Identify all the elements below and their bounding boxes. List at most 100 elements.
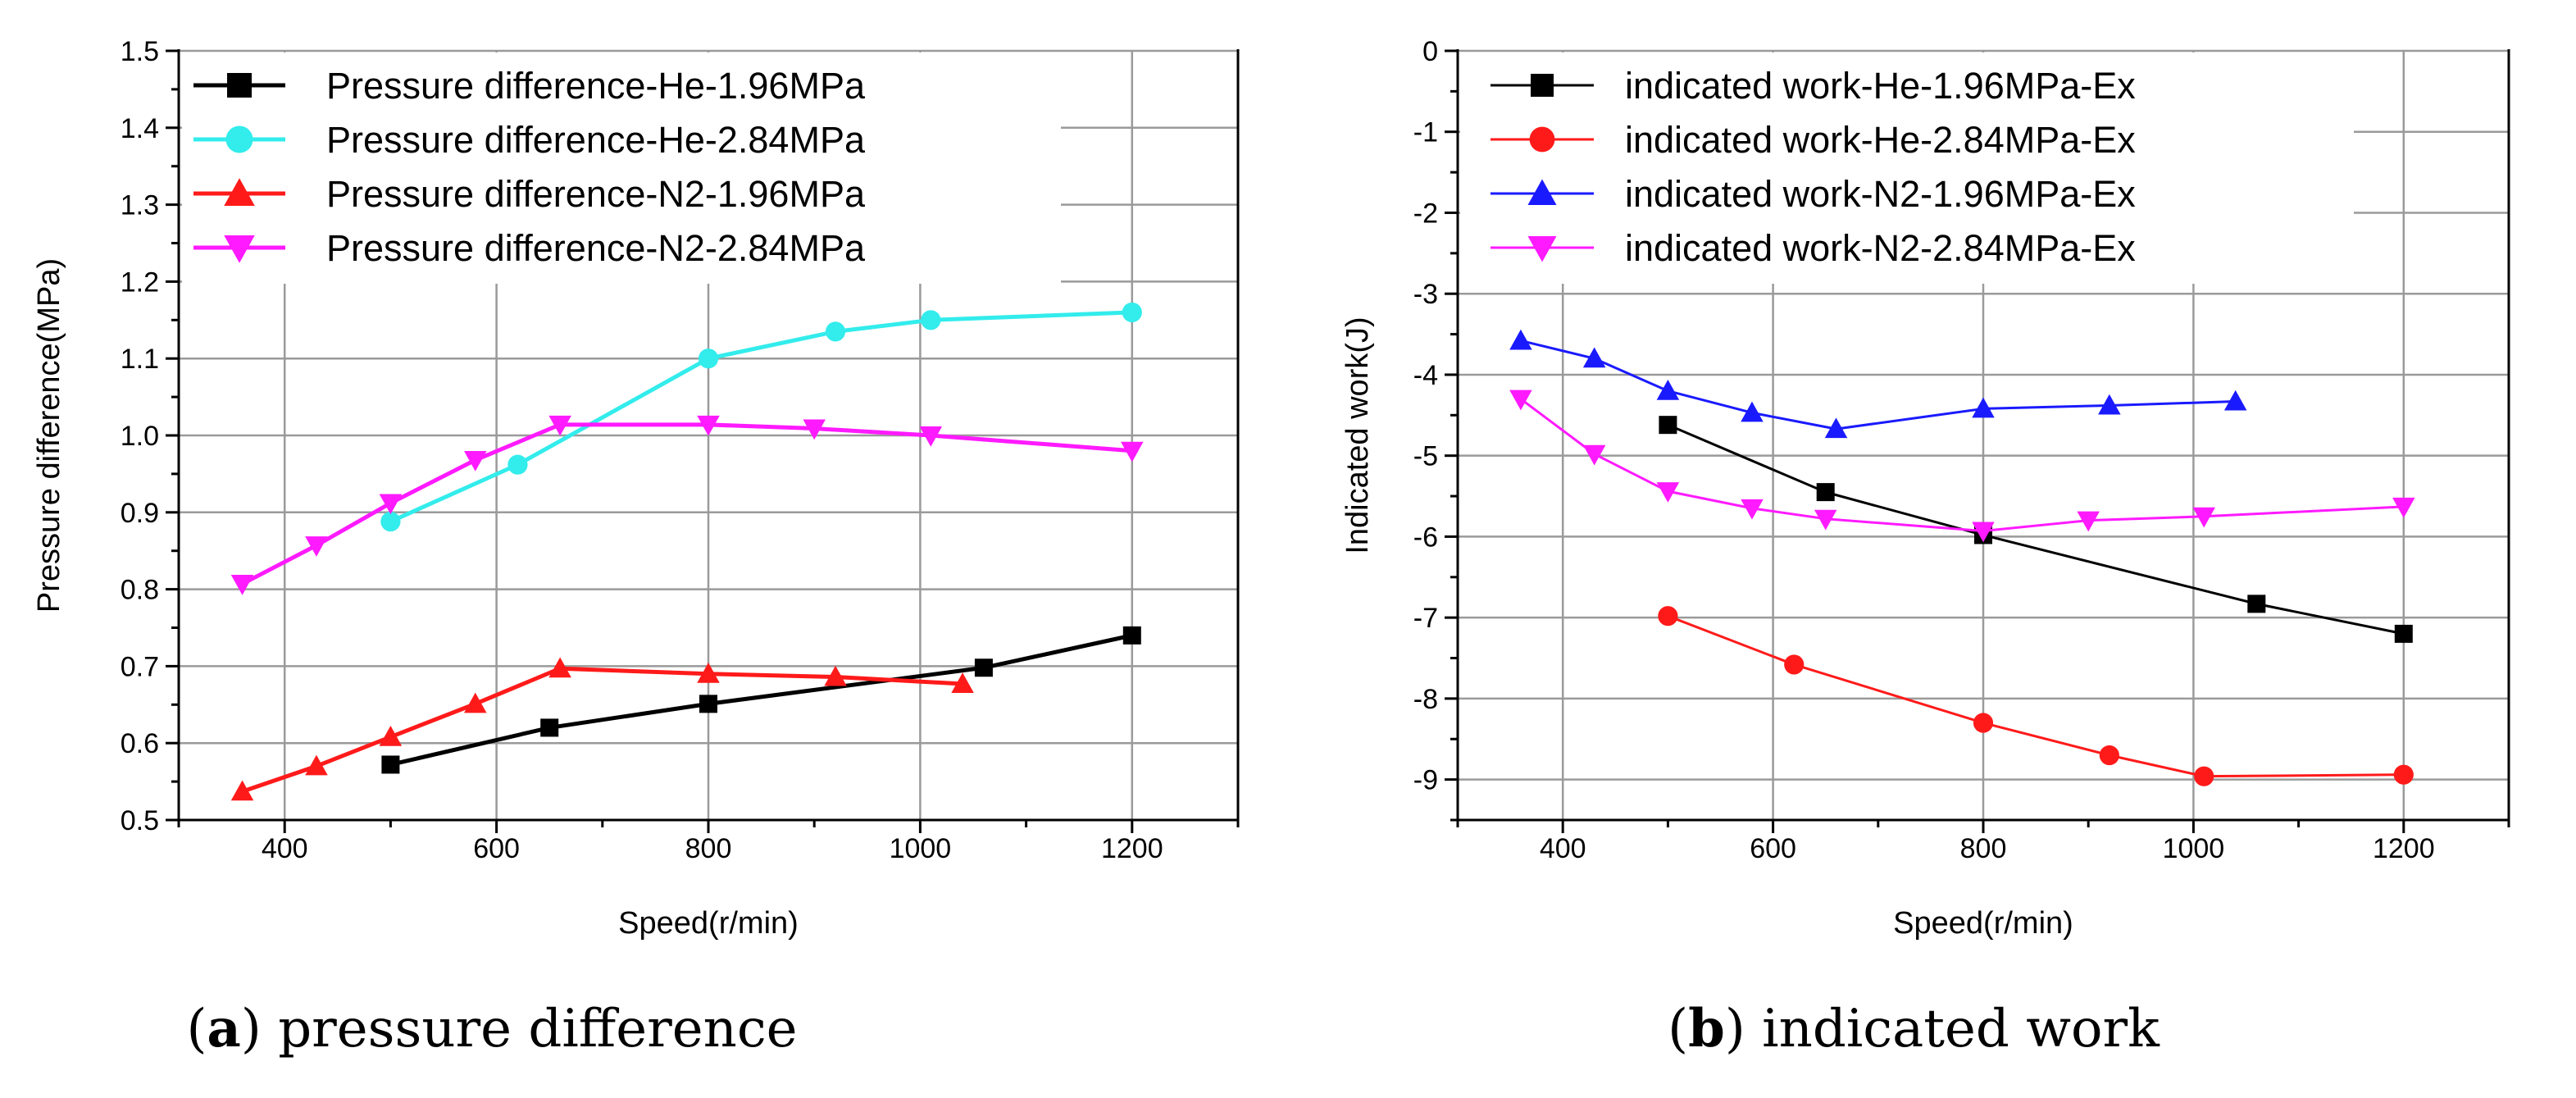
series-indicated-work-n2-1-96mpa-ex [1509, 329, 2247, 439]
work-xtick-label: 800 [1960, 833, 2007, 864]
legend-label: indicated work-N2-1.96MPa-Ex [1625, 173, 2136, 215]
pressure-ytick-label: 1.3 [121, 190, 159, 221]
data-point [2077, 511, 2100, 532]
pressure-difference-chart: 400 600 800 1000 1200 0.5 0.6 0.7 0.8 0.9 1.0 1.1 1.… [32, 36, 1240, 941]
data-point [697, 415, 720, 436]
data-point [1824, 417, 1848, 439]
pressure-legend: Pressure difference-He-1.96MPa Pressure d… [182, 52, 1061, 284]
series-line-indicated-work-he-2-84mpa-ex [1667, 614, 2404, 778]
work-ytick-label: 0 [1422, 36, 1438, 67]
data-point [1509, 329, 1532, 350]
series-line-indicated-work-n2-2-84mpa-ex [1520, 398, 2404, 533]
data-point [548, 657, 571, 678]
data-point [1814, 509, 1837, 531]
work-ytick-label: -9 [1413, 765, 1438, 796]
legend-swatch-marker [225, 125, 253, 153]
work-xtick-label: 400 [1540, 833, 1586, 864]
data-point [825, 321, 846, 342]
data-point [1741, 401, 1764, 422]
legend-item: Pressure difference-He-1.96MPa [193, 65, 866, 107]
work-ytick-label: -3 [1413, 279, 1438, 310]
pressure-ytick-label: 0.9 [121, 498, 159, 529]
series-indicated-work-he-2-84mpa-ex [1658, 606, 2414, 786]
work-xtick-label: 1200 [2373, 833, 2435, 864]
data-point [2194, 766, 2214, 786]
data-point [921, 310, 941, 330]
legend-label: Pressure difference-He-1.96MPa [326, 65, 866, 107]
work-legend: indicated work-He-1.96MPa-Ex indicated wo… [1460, 52, 2354, 284]
legend-swatch-marker [224, 235, 255, 263]
data-point [1122, 626, 1141, 645]
legend-label: Pressure difference-He-2.84MPa [326, 119, 866, 161]
pressure-x-axis-title: Speed(r/min) [618, 906, 799, 941]
caption-b-close: ) [1725, 999, 1745, 1059]
data-point [230, 780, 254, 801]
pressure-xtick-label: 800 [685, 833, 732, 864]
work-xtick-label: 600 [1750, 833, 1796, 864]
data-point [1972, 397, 1995, 418]
legend-label: Pressure difference-N2-2.84MPa [326, 227, 866, 269]
data-point [698, 349, 719, 369]
data-point [2223, 390, 2247, 411]
series-indicated-work-he-1-96mpa-ex [1659, 416, 2413, 643]
work-ytick-label: -6 [1413, 522, 1438, 553]
data-point [1656, 379, 1680, 400]
pressure-legend-background [182, 52, 1061, 284]
legend-swatch-marker [224, 178, 255, 206]
legend-item: indicated work-He-1.96MPa-Ex [1491, 65, 2136, 107]
work-x-axis-title: Speed(r/min) [1893, 906, 2073, 941]
pressure-ytick-label: 0.6 [121, 728, 159, 759]
data-point [1509, 390, 1532, 411]
legend-item: Pressure difference-He-2.84MPa [193, 119, 866, 161]
caption-b: (b) indicated work [1668, 998, 2160, 1059]
legend-label: indicated work-He-2.84MPa-Ex [1625, 119, 2136, 161]
indicated-work-chart: 400 600 800 1000 1200 0 -1 -2 -3 -4 -5 -6 -7 -8 -9 Spee… [1340, 36, 2510, 941]
data-point [2192, 507, 2215, 528]
pressure-ytick-label: 0.7 [121, 651, 159, 682]
work-ytick-label: -1 [1413, 117, 1438, 148]
pressure-ytick-label: 1.4 [121, 113, 159, 144]
legend-item: Pressure difference-N2-1.96MPa [193, 173, 866, 215]
data-point [379, 725, 403, 746]
data-point [951, 672, 974, 693]
caption-a: (a) pressure difference [186, 998, 797, 1059]
data-point [1121, 441, 1144, 462]
work-xtick-label: 1000 [2163, 833, 2225, 864]
data-point [2099, 745, 2119, 766]
legend-label: Pressure difference-N2-1.96MPa [326, 173, 866, 215]
data-point [803, 419, 826, 440]
series-line-pressure-difference-n2-2-84mpa [241, 422, 1132, 586]
caption-a-open: ( [186, 999, 207, 1059]
pressure-ytick-label: 1.0 [121, 421, 159, 452]
work-y-axis-title: Indicated work(J) [1340, 317, 1375, 554]
data-point [1741, 499, 1764, 520]
pressure-ytick-label: 1.5 [121, 36, 159, 67]
pressure-ytick-label: 1.1 [121, 344, 159, 375]
data-point [2393, 764, 2414, 785]
series-line-pressure-difference-he-2-84mpa [389, 310, 1132, 524]
data-point [548, 415, 571, 436]
pressure-xtick-label: 1200 [1101, 833, 1163, 864]
data-point [540, 718, 559, 737]
data-point [699, 695, 717, 713]
data-point [305, 536, 328, 557]
legend-item: indicated work-He-2.84MPa-Ex [1491, 119, 2136, 161]
legend-item: indicated work-N2-2.84MPa-Ex [1491, 227, 2136, 269]
data-point [464, 692, 487, 713]
data-point [380, 511, 401, 532]
work-gridlines [1458, 49, 2509, 820]
legend-item: Pressure difference-N2-2.84MPa [193, 227, 866, 269]
series-line-pressure-difference-he-1-96mpa [389, 633, 1133, 767]
data-point [1816, 483, 1835, 502]
data-point [1656, 482, 1680, 503]
caption-a-text: pressure difference [262, 999, 798, 1059]
pressure-ytick-label: 0.8 [121, 575, 159, 606]
pressure-xtick-label: 1000 [890, 833, 952, 864]
data-point [1973, 713, 1994, 733]
data-point [1972, 522, 1995, 543]
series-line-pressure-difference-n2-1-96mpa [241, 666, 963, 794]
data-point [230, 575, 254, 595]
legend-swatch-marker [1527, 179, 1557, 205]
series-indicated-work-n2-2-84mpa-ex [1509, 390, 2415, 543]
data-point [974, 658, 993, 677]
